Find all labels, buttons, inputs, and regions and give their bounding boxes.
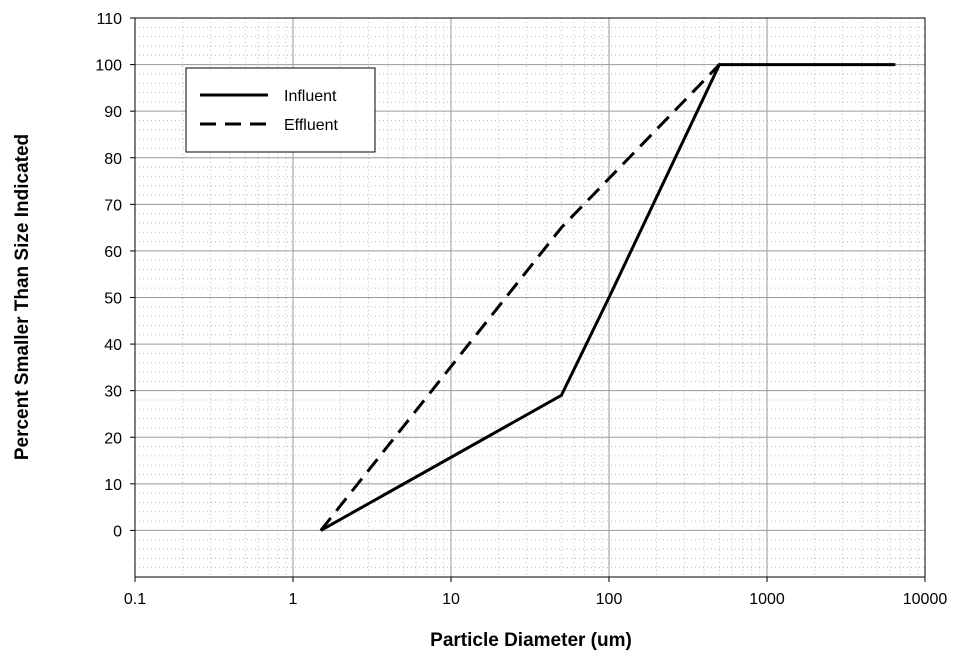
y-tick-label: 50 — [104, 291, 122, 308]
x-axis: 0.1 1 10 100 1000 10000 — [124, 577, 947, 608]
legend-label-effluent: Effluent — [284, 117, 339, 134]
y-tick-label: 30 — [104, 384, 122, 401]
x-tick-label: 100 — [596, 591, 623, 608]
y-tick-label: 20 — [104, 430, 122, 447]
y-tick-label: 70 — [104, 197, 122, 214]
x-tick-label: 1 — [289, 591, 298, 608]
series — [319, 63, 896, 532]
series-line-influent — [320, 63, 896, 532]
y-axis: 0 10 20 30 40 50 60 70 80 90 100 110 — [95, 11, 135, 540]
legend-label-influent: Influent — [284, 88, 337, 105]
y-tick-label: 10 — [104, 477, 122, 494]
x-tick-label: 1000 — [749, 591, 785, 608]
x-tick-label: 0.1 — [124, 591, 146, 608]
x-axis-title: Particle Diameter (um) — [430, 630, 632, 651]
legend-box — [185, 67, 376, 153]
x-tick-label: 10000 — [903, 591, 948, 608]
y-tick-label: 90 — [104, 104, 122, 121]
y-tick-label: 110 — [96, 11, 122, 28]
y-axis-title: Percent Smaller Than Size Indicated — [12, 134, 33, 460]
y-tick-label: 80 — [104, 151, 122, 168]
y-tick-label: 0 — [113, 523, 122, 540]
y-tick-label: 100 — [95, 58, 122, 75]
series-line-effluent — [319, 63, 721, 532]
y-tick-label: 60 — [104, 244, 122, 261]
x-tick-label: 10 — [442, 591, 460, 608]
legend: Influent Effluent — [185, 67, 376, 153]
y-tick-label: 40 — [104, 337, 122, 354]
